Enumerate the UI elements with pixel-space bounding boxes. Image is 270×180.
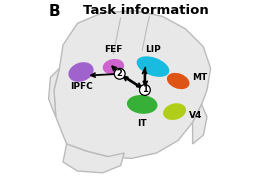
Ellipse shape (68, 62, 94, 82)
Text: V4: V4 (189, 111, 202, 120)
Text: IPFC: IPFC (70, 82, 93, 91)
Text: IT: IT (137, 119, 147, 128)
Polygon shape (49, 68, 59, 117)
Text: B: B (49, 4, 60, 19)
Circle shape (114, 68, 125, 79)
Text: MT: MT (193, 73, 208, 82)
Text: 1: 1 (142, 86, 148, 94)
Ellipse shape (163, 103, 186, 120)
Ellipse shape (127, 95, 157, 114)
Ellipse shape (103, 59, 124, 74)
Polygon shape (193, 104, 207, 144)
Ellipse shape (137, 56, 169, 77)
Circle shape (140, 85, 150, 95)
Text: Task information: Task information (83, 4, 209, 17)
Text: LIP: LIP (145, 45, 161, 54)
Ellipse shape (167, 73, 190, 89)
Text: 2: 2 (117, 69, 123, 78)
Text: FEF: FEF (104, 45, 123, 54)
Polygon shape (63, 144, 124, 173)
Polygon shape (54, 11, 211, 158)
